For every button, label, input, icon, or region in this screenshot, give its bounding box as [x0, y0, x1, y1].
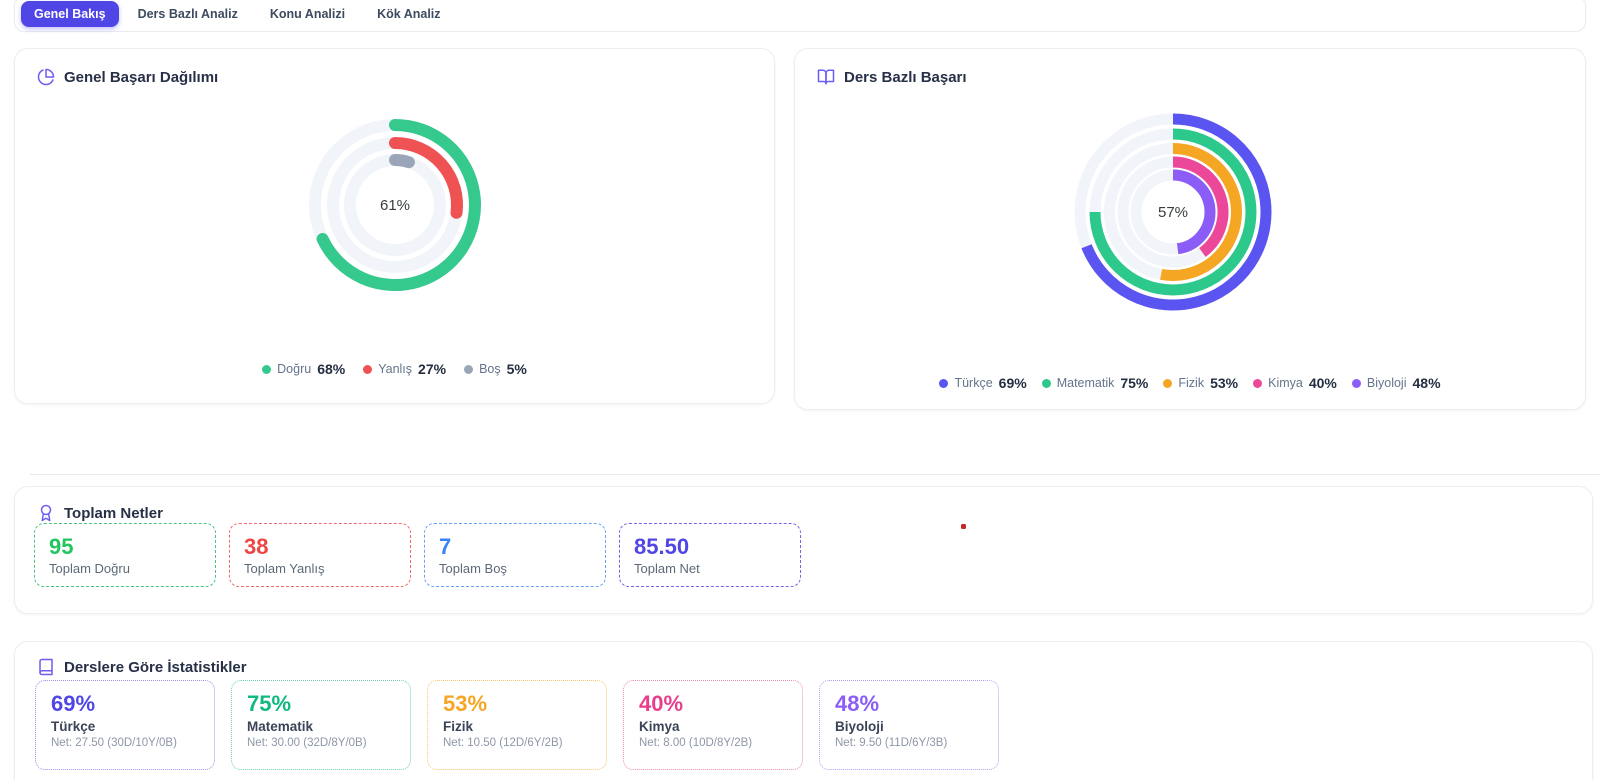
card-title: Derslere Göre İstatistikler	[64, 658, 247, 676]
subjects-legend: Türkçe 69% Matematik 75% Fizik 53% Kimya…	[795, 375, 1585, 391]
stat-label: Toplam Yanlış	[244, 561, 325, 577]
card-header: Genel Başarı Dağılımı	[15, 49, 774, 86]
legend-label: Doğru	[277, 362, 312, 376]
legend-value: 68%	[317, 361, 346, 377]
legend-label: Türkçe	[954, 376, 993, 390]
legend-label: Fizik	[1178, 376, 1205, 390]
legend-dot	[1163, 378, 1173, 388]
subject-stats-row: 69% Türkçe Net: 27.50 (30D/10Y/0B) 75% M…	[35, 680, 999, 770]
subject-percent: 69%	[51, 691, 96, 716]
legend-item-kimya[interactable]: Kimya 40%	[1253, 375, 1337, 391]
award-icon	[37, 504, 55, 522]
legend-item-turkce[interactable]: Türkçe 69%	[939, 375, 1027, 391]
legend-label: Boş	[479, 362, 501, 376]
stat-value: 7	[439, 533, 452, 559]
subject-box-matematik: 75% Matematik Net: 30.00 (32D/8Y/0B)	[231, 680, 411, 770]
legend-label: Matematik	[1056, 376, 1115, 390]
card-title: Toplam Netler	[64, 504, 163, 522]
subject-box-fizik: 53% Fizik Net: 10.50 (12D/6Y/2B)	[427, 680, 607, 770]
stat-box-toplam-bos: 7 Toplam Boş	[424, 523, 606, 587]
legend-dot	[939, 378, 949, 388]
legend-item-dogru[interactable]: Doğru 68%	[262, 361, 345, 377]
legend-label: Yanlış	[378, 362, 413, 376]
subject-percent: 48%	[835, 691, 880, 716]
subject-based-success-card: Ders Bazlı Başarı 57% Türkçe 69% Matemat…	[794, 48, 1586, 410]
stat-value: 38	[244, 533, 269, 559]
section-divider	[30, 474, 1600, 475]
pie-chart-icon	[37, 68, 55, 86]
subject-net: Net: 27.50 (30D/10Y/0B)	[51, 737, 177, 750]
subjects-radial-chart: 57%	[1058, 97, 1288, 327]
tab-kok-analiz[interactable]: Kök Analiz	[377, 7, 441, 21]
legend-item-yanlis[interactable]: Yanlış 27%	[363, 361, 446, 377]
tab-ders-bazli-analiz[interactable]: Ders Bazlı Analiz	[137, 7, 238, 21]
subject-name: Kimya	[639, 719, 680, 735]
tab-konu-analizi[interactable]: Konu Analizi	[269, 7, 346, 21]
analysis-tabbar: Genel Bakış Ders Bazlı Analiz Konu Anali…	[14, 0, 1586, 32]
legend-item-bos[interactable]: Boş 5%	[464, 361, 527, 377]
legend-item-fizik[interactable]: Fizik 53%	[1163, 375, 1238, 391]
card-header: Toplam Netler	[15, 487, 1592, 522]
card-header: Ders Bazlı Başarı	[795, 49, 1585, 86]
card-title: Ders Bazlı Başarı	[844, 68, 967, 86]
subject-box-biyoloji: 48% Biyoloji Net: 9.50 (11D/6Y/3B)	[819, 680, 999, 770]
legend-dot	[363, 364, 373, 374]
legend-label: Kimya	[1268, 376, 1303, 390]
stat-value: 95	[49, 533, 74, 559]
legend-dot	[1253, 378, 1263, 388]
book-open-icon	[817, 68, 835, 86]
card-header: Derslere Göre İstatistikler	[15, 642, 1592, 676]
subject-percent: 75%	[247, 691, 292, 716]
legend-value: 27%	[418, 361, 447, 377]
legend-label: Biyoloji	[1366, 376, 1407, 390]
legend-value: 5%	[506, 361, 527, 377]
legend-value: 75%	[1120, 375, 1149, 391]
legend-dot	[1351, 378, 1361, 388]
legend-value: 53%	[1210, 375, 1239, 391]
stat-box-toplam-yanlis: 38 Toplam Yanlış	[229, 523, 411, 587]
subject-net: Net: 10.50 (12D/6Y/2B)	[443, 737, 563, 750]
subject-net: Net: 30.00 (32D/8Y/0B)	[247, 737, 367, 750]
legend-value: 40%	[1308, 375, 1337, 391]
subject-percent: 53%	[443, 691, 488, 716]
stat-value: 85.50	[634, 533, 690, 559]
legend-dot	[464, 364, 474, 374]
distribution-legend: Doğru 68% Yanlış 27% Boş 5%	[15, 361, 774, 377]
subject-name: Türkçe	[51, 719, 96, 735]
total-nets-card: Toplam Netler 95 Toplam Doğru 38 Toplam …	[14, 486, 1593, 614]
stat-label: Toplam Net	[634, 561, 700, 577]
card-title: Genel Başarı Dağılımı	[64, 68, 219, 86]
subject-net: Net: 8.00 (10D/8Y/2B)	[639, 737, 753, 750]
subject-name: Fizik	[443, 719, 474, 735]
legend-dot	[1041, 378, 1051, 388]
subject-name: Matematik	[247, 719, 314, 735]
red-marker-dot	[961, 524, 966, 529]
subject-net: Net: 9.50 (11D/6Y/3B)	[835, 737, 948, 750]
subject-name: Biyoloji	[835, 719, 884, 735]
legend-value: 69%	[998, 375, 1027, 391]
legend-item-biyoloji[interactable]: Biyoloji 48%	[1351, 375, 1441, 391]
subject-statistics-card: Derslere Göre İstatistikler 69% Türkçe N…	[14, 641, 1593, 780]
legend-value: 48%	[1412, 375, 1441, 391]
subject-percent: 40%	[639, 691, 684, 716]
stat-label: Toplam Boş	[439, 561, 507, 577]
book-icon	[37, 658, 55, 676]
general-success-distribution-card: Genel Başarı Dağılımı 61% Doğru 68% Yanl…	[14, 48, 775, 404]
stat-label: Toplam Doğru	[49, 561, 130, 577]
totals-stat-row: 95 Toplam Doğru 38 Toplam Yanlış 7 Topla…	[34, 523, 801, 587]
legend-item-matematik[interactable]: Matematik 75%	[1041, 375, 1149, 391]
subject-box-turkce: 69% Türkçe Net: 27.50 (30D/10Y/0B)	[35, 680, 215, 770]
tab-genel-bakis[interactable]: Genel Bakış	[21, 1, 119, 27]
stat-box-toplam-net: 85.50 Toplam Net	[619, 523, 801, 587]
stat-box-toplam-dogru: 95 Toplam Doğru	[34, 523, 216, 587]
subject-box-kimya: 40% Kimya Net: 8.00 (10D/8Y/2B)	[623, 680, 803, 770]
legend-dot	[262, 364, 272, 374]
distribution-radial-chart: 61%	[290, 100, 500, 310]
